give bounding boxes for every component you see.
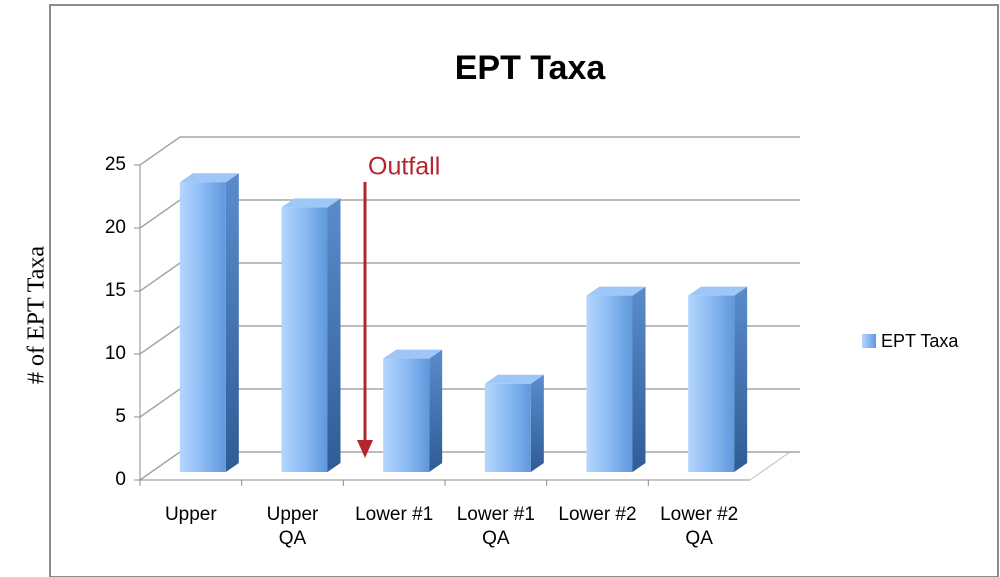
y-tick-label: 20 bbox=[105, 217, 126, 238]
x-tick-label: Upper QA bbox=[266, 504, 319, 549]
bar-side bbox=[734, 286, 748, 472]
chart-title: EPT Taxa bbox=[455, 49, 607, 87]
bar-side bbox=[429, 349, 443, 472]
y-tick-label: 5 bbox=[115, 406, 126, 427]
bar bbox=[179, 182, 226, 472]
bar-top bbox=[586, 286, 646, 296]
x-tick-label: Lower #1 bbox=[355, 504, 434, 525]
y-tick-label: 0 bbox=[115, 469, 126, 490]
bar bbox=[688, 295, 735, 472]
legend-swatch bbox=[862, 334, 876, 348]
legend-label: EPT Taxa bbox=[881, 331, 959, 351]
bar bbox=[484, 383, 531, 472]
annotation: Outfall bbox=[357, 153, 440, 458]
x-tick-label: Lower #2 bbox=[558, 504, 637, 525]
bar-side bbox=[530, 374, 544, 472]
bar-side bbox=[632, 286, 646, 472]
bar-top bbox=[179, 173, 239, 183]
y-tick-label: 25 bbox=[105, 154, 126, 175]
x-tick-label: Lower #1 QA bbox=[456, 504, 535, 549]
bar-top bbox=[688, 286, 748, 296]
bar-top bbox=[484, 374, 544, 384]
x-tick-label: Upper bbox=[164, 504, 217, 525]
outfall-arrow-head bbox=[357, 440, 373, 458]
bar bbox=[586, 295, 633, 472]
bars bbox=[179, 173, 748, 472]
bar bbox=[383, 358, 430, 472]
bar-side bbox=[225, 173, 239, 472]
bar-top bbox=[383, 349, 443, 359]
bar-top bbox=[281, 198, 341, 208]
y-tick-label: 15 bbox=[105, 280, 126, 301]
annotation-text: Outfall bbox=[368, 153, 440, 181]
grid-line bbox=[139, 136, 800, 166]
bar bbox=[281, 207, 328, 472]
x-tick-label: Lower #2 QA bbox=[660, 504, 739, 549]
y-axis-label: # of EPT Taxa bbox=[24, 246, 50, 384]
bar-side bbox=[327, 198, 341, 472]
y-tick-label: 10 bbox=[105, 343, 126, 364]
